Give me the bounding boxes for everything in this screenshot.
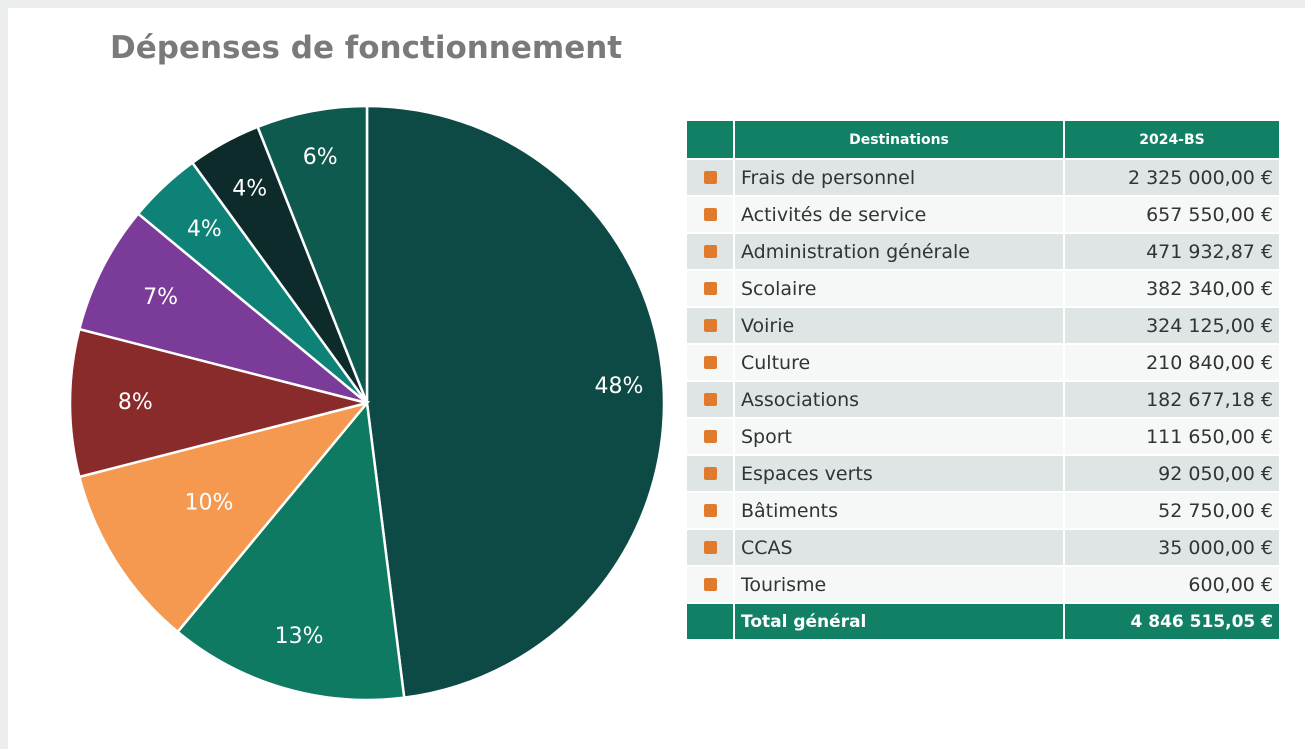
destination: Sport	[733, 417, 1065, 456]
row-icon-cell	[685, 491, 735, 530]
slice-label: 48%	[594, 374, 643, 399]
pie-slice	[77, 211, 368, 405]
amount: 210 840,00 €	[1062, 343, 1282, 382]
table-header: Destinations 2024-BS	[685, 119, 1282, 160]
row-icon-cell	[685, 380, 735, 419]
table-row: Tourisme 600,00 €	[685, 565, 1282, 604]
row-icon-cell	[685, 528, 735, 567]
row-icon-cell	[685, 417, 735, 456]
amount: 92 050,00 €	[1062, 454, 1282, 493]
destination: Frais de personnel	[733, 158, 1065, 197]
row-icon-cell	[685, 158, 735, 197]
row-icon-cell	[685, 269, 735, 308]
total-label: Total général	[733, 602, 1065, 641]
row-icon	[703, 392, 717, 406]
row-icon	[703, 429, 717, 443]
amount: 2 325 000,00 €	[1062, 158, 1282, 197]
amount: 471 932,87 €	[1062, 232, 1282, 271]
table-row: CCAS 35 000,00 €	[685, 528, 1282, 567]
budget-table: Destinations 2024-BS Frais de personnel 2…	[685, 119, 1282, 641]
table-row: Activités de service 657 550,00 €	[685, 195, 1282, 234]
amount: 182 677,18 €	[1062, 380, 1282, 419]
row-icon	[703, 170, 717, 184]
table-row: Sport 111 650,00 €	[685, 417, 1282, 456]
amount: 52 750,00 €	[1062, 491, 1282, 530]
row-icon-cell	[685, 565, 735, 604]
pie-slice	[175, 399, 406, 702]
destination: Administration générale	[733, 232, 1065, 271]
amount: 657 550,00 €	[1062, 195, 1282, 234]
destination: CCAS	[733, 528, 1065, 567]
slice-label: 4%	[187, 217, 222, 242]
pie-slice	[256, 104, 369, 404]
destination: Scolaire	[733, 269, 1065, 308]
amount: 35 000,00 €	[1062, 528, 1282, 567]
row-icon	[703, 503, 717, 517]
row-icon	[703, 207, 717, 221]
pie-slice	[365, 104, 666, 700]
amount: 600,00 €	[1062, 565, 1282, 604]
table-row: Frais de personnel 2 325 000,00 €	[685, 158, 1282, 197]
pie-slice	[68, 327, 368, 479]
chart-title: Dépenses de fonctionnement	[110, 30, 623, 66]
row-icon	[703, 355, 717, 369]
row-icon-cell	[685, 343, 735, 382]
table-row: Bâtiments 52 750,00 €	[685, 491, 1282, 530]
row-icon-cell	[685, 195, 735, 234]
destination: Tourisme	[733, 565, 1065, 604]
table-row: Scolaire 382 340,00 €	[685, 269, 1282, 308]
table-row: Voirie 324 125,00 €	[685, 306, 1282, 345]
header-cell: Destinations	[733, 119, 1065, 160]
slice-label: 6%	[303, 145, 338, 170]
table-row: Administration générale 471 932,87 €	[685, 232, 1282, 271]
pie-slice	[77, 400, 371, 634]
table-row: Culture 210 840,00 €	[685, 343, 1282, 382]
row-icon-cell	[685, 306, 735, 345]
total-amount: 4 846 515,05 €	[1062, 602, 1282, 641]
table-row: Associations 182 677,18 €	[685, 380, 1282, 419]
destination: Associations	[733, 380, 1065, 419]
slice-label: 10%	[185, 490, 234, 515]
slice-label: 4%	[232, 177, 267, 202]
amount: 111 650,00 €	[1062, 417, 1282, 456]
amount: 324 125,00 €	[1062, 306, 1282, 345]
row-icon	[703, 577, 717, 591]
row-icon-cell	[685, 232, 735, 271]
header-icon	[685, 119, 735, 160]
total-row: Total général 4 846 515,05 €	[685, 602, 1282, 641]
destination: Espaces verts	[733, 454, 1065, 493]
row-icon	[703, 540, 717, 554]
slice-label: 13%	[275, 624, 324, 649]
row-icon	[703, 244, 717, 258]
row-icon	[703, 466, 717, 480]
header-cell: 2024-BS	[1062, 119, 1282, 160]
slice-label: 8%	[118, 390, 153, 415]
table-row: Espaces verts 92 050,00 €	[685, 454, 1282, 493]
row-icon-cell	[685, 454, 735, 493]
destination: Culture	[733, 343, 1065, 382]
destination: Activités de service	[733, 195, 1065, 234]
destination: Bâtiments	[733, 491, 1065, 530]
total-icon-cell	[685, 602, 735, 641]
row-icon	[703, 318, 717, 332]
slice-label: 7%	[143, 285, 178, 310]
amount: 382 340,00 €	[1062, 269, 1282, 308]
row-icon	[703, 281, 717, 295]
destination: Voirie	[733, 306, 1065, 345]
